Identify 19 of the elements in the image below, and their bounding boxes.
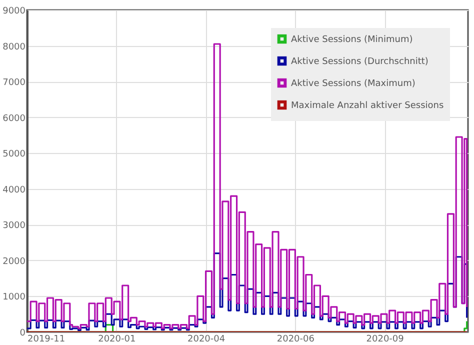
y-tick-label: 5000	[2, 150, 26, 160]
y-tick-label: 0	[20, 328, 26, 338]
y-tick-label: 4000	[2, 185, 26, 196]
x-tick-label: 2020-01	[98, 334, 136, 344]
x-tick-label: 2019-11	[28, 334, 66, 344]
y-tick-label: 6000	[2, 114, 26, 124]
legend-label: Aktive Sessions (Minimum)	[291, 35, 413, 45]
x-tick-label: 2020-04	[187, 334, 226, 344]
x-tick-label: 2020-06	[276, 334, 315, 344]
y-tick-label: 1000	[2, 292, 26, 303]
x-tick-label: 2020-09	[366, 334, 404, 344]
legend-label: Maximale Anzahl aktiver Sessions	[291, 101, 444, 111]
legend-label: Aktive Sessions (Maximum)	[291, 79, 416, 89]
y-tick-label: 2000	[2, 256, 26, 267]
y-tick-label: 8000	[2, 42, 26, 52]
legend-label: Aktive Sessions (Durchschnitt)	[291, 57, 428, 67]
y-tick-label: 7000	[2, 78, 26, 88]
y-tick-label: 9000	[2, 6, 26, 16]
y-tick-label: 3000	[2, 221, 26, 232]
